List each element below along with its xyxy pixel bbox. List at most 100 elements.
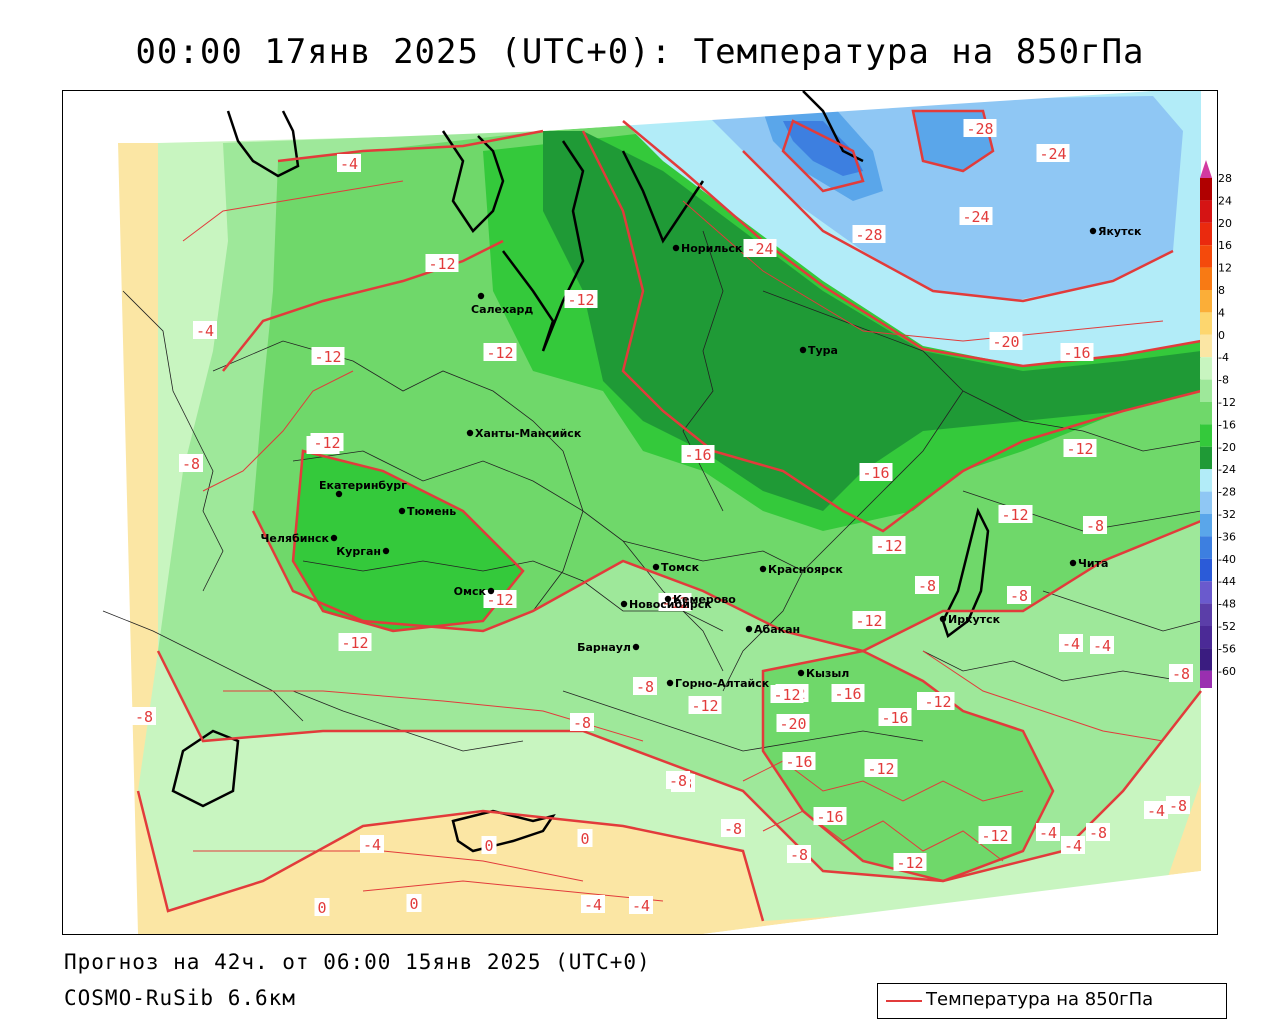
isotherm-value: -28 (966, 120, 993, 138)
isotherm-label: -16 (681, 445, 715, 464)
scale-swatch (1200, 312, 1212, 335)
isotherm-value: -16 (862, 464, 889, 482)
city-label: Екатеринбург (319, 479, 407, 492)
city-dot (335, 490, 343, 498)
scale-tick-label: -4 (1218, 351, 1229, 364)
isotherm-label: -12 (483, 590, 517, 609)
color-scale: 28 24 20 16 12 8 4 0 -4 -8 -12 -16 -20 -24 -28 -32 -36 -4… (1200, 160, 1236, 688)
scale-tick-label: 12 (1218, 262, 1232, 275)
isotherm-value: 0 (409, 895, 418, 913)
isotherm-label: -8 (1083, 516, 1107, 535)
isotherm-value: -8 (724, 820, 742, 838)
isotherm-value: -12 (855, 612, 882, 630)
city-label: Кемерово (673, 593, 736, 606)
city-dot (1069, 559, 1077, 567)
city-label: Абакан (754, 623, 800, 636)
isotherm-value: -12 (1066, 440, 1093, 458)
isotherm-value: -12 (314, 348, 341, 366)
isotherm-label: -16 (878, 708, 912, 727)
isotherm-label: -8 (666, 771, 690, 790)
city-dot (745, 625, 753, 633)
isotherm-value: -8 (669, 772, 687, 790)
scale-tick-label: -40 (1218, 553, 1236, 566)
scale-tick-label: -32 (1218, 508, 1236, 521)
isotherm-label: -28 (852, 225, 886, 244)
city-dot (382, 547, 390, 555)
scale-swatch (1200, 491, 1212, 514)
isotherm-label: 0 (314, 898, 330, 917)
isotherm-label: -12 (1063, 439, 1097, 458)
scale-tick-label: -60 (1218, 665, 1236, 678)
map-legend: Температура на 850гПа (877, 983, 1227, 1019)
scale-swatch (1200, 267, 1212, 290)
city-label: Ханты-Мансийск (475, 427, 582, 440)
scale-tick-label: 8 (1218, 284, 1225, 297)
outside-domain (63, 91, 1217, 934)
isotherm-label: -4 (193, 321, 217, 340)
isotherm-value: -8 (1010, 587, 1028, 605)
isotherm-label: -28 (963, 119, 997, 138)
city-dot (632, 643, 640, 651)
isotherm-label: -12 (311, 347, 345, 366)
isotherm-value: -12 (691, 697, 718, 715)
isotherm-value: -28 (855, 226, 882, 244)
isotherm-value: -8 (1089, 824, 1107, 842)
isotherm-label: -8 (1086, 823, 1110, 842)
scale-swatch (1200, 245, 1212, 268)
band-minus-20 (543, 131, 1201, 511)
isotherm-label: -4 (1059, 634, 1083, 653)
scale-tick-label: -28 (1218, 486, 1236, 499)
isotherm-label: -12 (921, 692, 955, 711)
city-dot (759, 565, 767, 573)
scale-swatch (1200, 469, 1212, 492)
scale-swatch (1200, 178, 1212, 201)
scale-tick-label: 20 (1218, 217, 1232, 230)
scale-tick-label: -48 (1218, 598, 1236, 611)
city-dot (466, 429, 474, 437)
city-dot (487, 587, 495, 595)
isotherm-label: -8 (570, 713, 594, 732)
isotherm-value: -24 (1039, 145, 1066, 163)
isotherm-label: -24 (743, 239, 777, 258)
scale-tick-label: 24 (1218, 194, 1232, 207)
isotherm-value: -16 (684, 446, 711, 464)
isotherm-value: -4 (363, 836, 381, 854)
isotherm-label: -12 (688, 696, 722, 715)
scale-tick-label: -52 (1218, 620, 1236, 633)
isotherm-label: -8 (179, 454, 203, 473)
city-dot (330, 534, 338, 542)
scale-tick-label: -16 (1218, 418, 1236, 431)
isotherm-value: 0 (484, 837, 493, 855)
temperature-map[interactable]: -4 -12 -4 -12 -12 -12 -8 -16 -24 -28 -24 -28 -24 -20 -… (62, 90, 1218, 935)
scale-swatch (1200, 558, 1212, 582)
city-dot (398, 507, 406, 515)
isotherm-label: -8 (132, 707, 156, 726)
isotherm-value: -20 (779, 715, 806, 733)
scale-tick-label: -8 (1218, 374, 1229, 387)
isotherm-label: -16 (782, 752, 816, 771)
city-label: Чита (1078, 557, 1108, 570)
scale-swatch (1200, 514, 1212, 537)
isotherm-value: -4 (632, 897, 650, 915)
isotherm-value: -8 (135, 708, 153, 726)
scale-swatch (1200, 334, 1212, 358)
isotherm-labels: -4 -12 -4 -12 -12 -12 -8 -16 -24 -28 -24 -28 -24 -20 -… (132, 119, 1193, 917)
isotherm-value: -12 (486, 344, 513, 362)
isotherm-label: -12 (852, 611, 886, 630)
isotherm-value: -12 (773, 686, 800, 704)
scale-tick-label: -44 (1218, 575, 1236, 588)
isotherm-legend-line (886, 1000, 922, 1002)
isotherm-value: -8 (636, 678, 654, 696)
scale-tick-label: 28 (1218, 172, 1232, 185)
city-dot (666, 679, 674, 687)
isotherm-label: -16 (831, 684, 865, 703)
scale-tick-label: -20 (1218, 441, 1236, 454)
isotherm-label: -4 (629, 896, 653, 915)
isotherm-label: 0 (481, 836, 497, 855)
isotherm-value: -8 (1086, 517, 1104, 535)
isotherm-value: -8 (182, 455, 200, 473)
isotherm-label: -4 (1061, 836, 1085, 855)
isotherm-value: -16 (816, 808, 843, 826)
city-label: Тюмень (407, 505, 456, 518)
isotherm-label: -20 (989, 332, 1023, 351)
